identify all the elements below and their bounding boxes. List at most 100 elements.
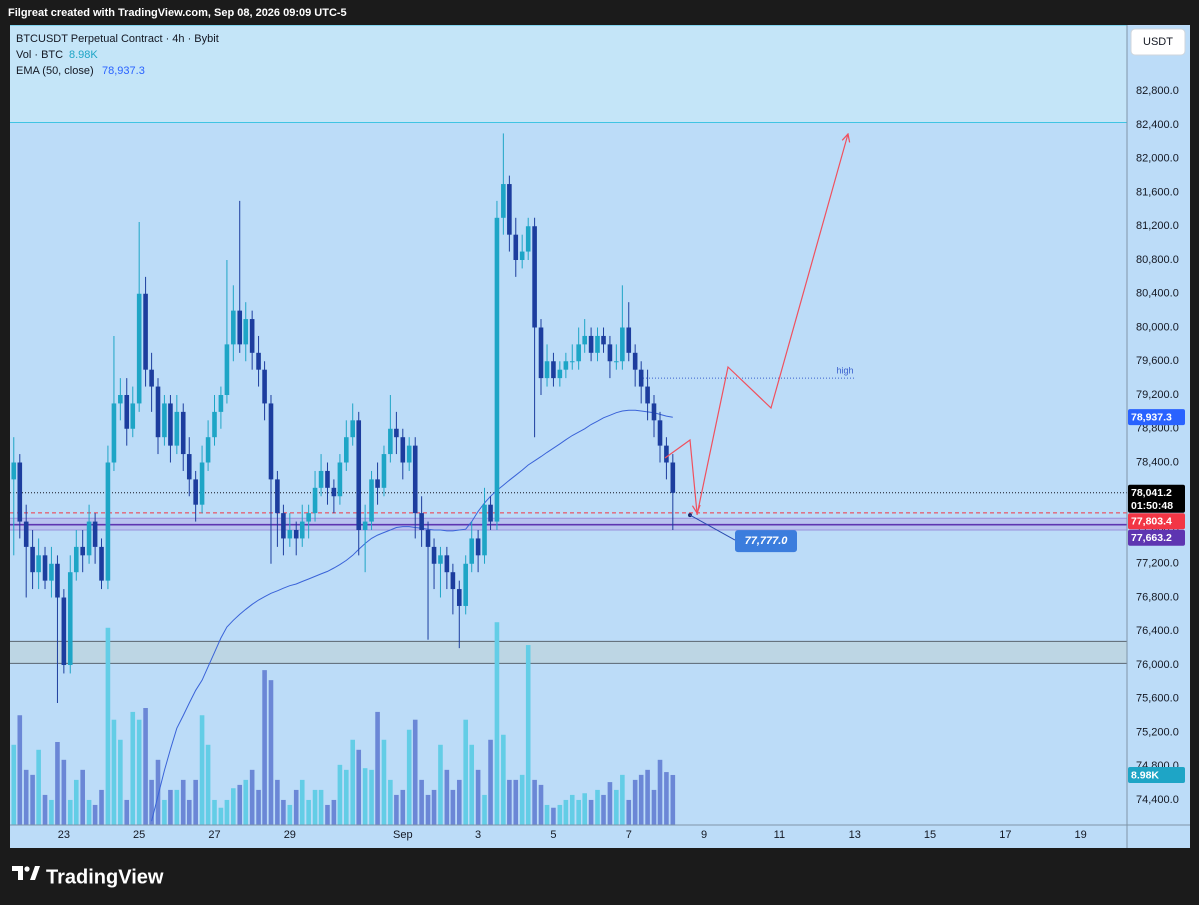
volume-bar: [431, 789, 437, 825]
volume-bar: [557, 804, 563, 825]
candle-body: [162, 403, 167, 438]
y-tick-label: 78,400.0: [1136, 456, 1179, 468]
volume-bar: [61, 759, 67, 825]
candle-body: [243, 319, 249, 345]
candle-body: [582, 335, 587, 345]
y-tick-label: 79,600.0: [1136, 355, 1179, 367]
candle-body: [30, 546, 35, 573]
ema-badge: [1128, 409, 1185, 426]
plot-area: high: [10, 25, 1127, 825]
candle-body: [92, 521, 98, 547]
candle-body: [218, 395, 224, 412]
candle-body: [293, 530, 299, 539]
volume-bar: [318, 789, 324, 825]
y-tick-label: 78,800.0: [1136, 423, 1179, 435]
candle-body: [463, 563, 468, 606]
candle-body: [607, 344, 613, 362]
projection-arrow: [664, 438, 697, 513]
candle-body: [501, 184, 506, 218]
candle-body: [124, 395, 130, 429]
x-tick-label: 25: [133, 829, 145, 841]
volume-bar: [588, 799, 594, 825]
volume-bar: [249, 769, 255, 825]
candle-body: [174, 411, 180, 446]
volume-bar: [143, 708, 148, 825]
volume-bar: [118, 739, 123, 825]
x-tick-label: Sep: [393, 829, 413, 841]
candle-body: [299, 521, 305, 539]
volume-bar: [670, 774, 676, 825]
candle-body: [456, 589, 462, 606]
candle-body: [331, 487, 337, 497]
volume-bar: [657, 759, 663, 825]
ema-line: [151, 409, 673, 822]
volume-bar: [620, 774, 625, 825]
volume-bar: [632, 779, 638, 825]
candle-body: [538, 327, 544, 379]
note-label: 77,777.0: [745, 535, 789, 547]
volume-bar: [312, 789, 318, 825]
x-tick-label: 17: [999, 829, 1011, 841]
candle-body: [212, 411, 217, 438]
candle-body: [318, 470, 324, 488]
zone: [10, 25, 1127, 123]
candle-body: [664, 445, 669, 463]
candle-body: [670, 462, 676, 493]
candle-body: [425, 530, 431, 547]
volume-bar: [425, 794, 431, 825]
y-tick-label: 80,400.0: [1136, 288, 1179, 300]
volume-bar: [231, 788, 236, 825]
volume-bar: [538, 784, 544, 825]
candle-body: [444, 555, 450, 573]
candle-body: [17, 462, 23, 522]
last-price-badge-label: 78,041.2: [1131, 487, 1172, 499]
candle-body: [275, 479, 280, 514]
candle-body: [67, 572, 73, 666]
candle-body: [337, 462, 343, 497]
volume-bar: [275, 779, 280, 825]
candle-body: [136, 293, 142, 404]
candle-body: [362, 521, 368, 531]
volume-bar: [513, 779, 519, 825]
volume-bar: [569, 794, 575, 825]
volume-bar: [111, 719, 117, 825]
y-tick-label: 82,000.0: [1136, 153, 1179, 165]
volume-bar: [186, 799, 192, 825]
volume-bar: [356, 749, 362, 825]
candle-body: [406, 445, 412, 463]
x-tick-label: 29: [284, 829, 296, 841]
volume-bar: [155, 759, 161, 825]
volume-bar: [638, 774, 644, 825]
volume-bar: [36, 749, 41, 825]
candle-body: [494, 217, 500, 522]
level-badge-label: 77,663.2: [1131, 532, 1172, 544]
volume-bar: [601, 794, 606, 825]
candle-body: [475, 538, 481, 556]
candle-body: [111, 403, 117, 463]
candle-body: [657, 420, 663, 446]
candle-body: [205, 437, 211, 463]
candle-body: [419, 513, 424, 531]
volume-bar: [49, 799, 54, 825]
volume-bar: [287, 804, 293, 825]
projection-arrow: [696, 134, 848, 516]
currency-box[interactable]: [1130, 28, 1186, 56]
volume-bar: [350, 739, 356, 825]
candle-body: [268, 403, 274, 480]
volume-bar: [42, 794, 48, 825]
y-tick-label: 82,400.0: [1136, 119, 1179, 131]
volume-badge: [1128, 766, 1185, 783]
note-badge: [735, 530, 797, 553]
volume-bar: [406, 729, 412, 825]
candle-body: [180, 411, 186, 455]
volume-bar: [23, 769, 29, 825]
candle-body: [532, 226, 537, 328]
candle-body: [23, 521, 29, 547]
volume-bar: [306, 799, 311, 825]
x-tick-label: 11: [774, 829, 785, 841]
candle-body: [544, 361, 550, 379]
volume-bar: [664, 772, 669, 825]
volume-bar: [80, 769, 85, 825]
level-badge-label: 77,803.4: [1131, 516, 1172, 528]
